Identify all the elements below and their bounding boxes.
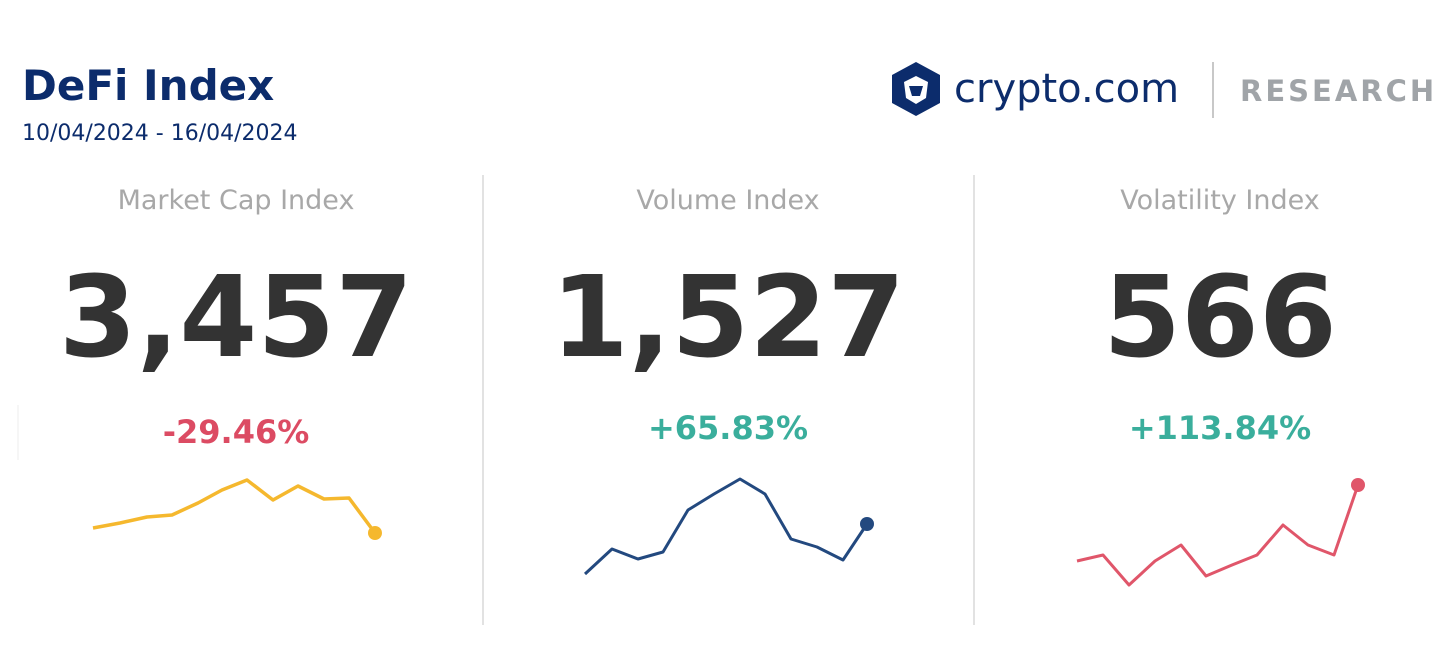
panel-value: 1,527 — [551, 253, 905, 383]
panel-change: +113.84% — [1129, 409, 1311, 447]
sparkline-dot — [1351, 478, 1365, 492]
panel-value: 566 — [1103, 253, 1337, 383]
sparkline — [1076, 484, 1360, 587]
sparkline — [583, 477, 869, 576]
title: DeFi Index — [22, 61, 274, 110]
logo: crypto.com RESEARCH — [892, 62, 1437, 118]
panel: Volume Index 1,527 +65.83% — [551, 185, 905, 576]
panel-label: Volatility Index — [1120, 185, 1320, 216]
date-range: 10/04/2024 - 16/04/2024 — [22, 121, 298, 146]
panel-value: 3,457 — [59, 253, 413, 383]
panel-change: +65.83% — [648, 409, 808, 447]
logo-icon-face — [909, 86, 923, 96]
sparkline — [92, 478, 377, 535]
panel-label: Market Cap Index — [118, 185, 355, 216]
panel-change: -29.46% — [163, 413, 310, 451]
panel: Volatility Index 566 +113.84% — [1076, 185, 1365, 587]
section: RESEARCH — [1240, 74, 1437, 108]
panel-label: Volume Index — [636, 185, 819, 216]
brand: crypto.com — [954, 66, 1179, 112]
sparkline-dot — [368, 526, 382, 540]
sparkline-dot — [860, 517, 874, 531]
panel: Market Cap Index 3,457 -29.46% — [59, 185, 413, 540]
